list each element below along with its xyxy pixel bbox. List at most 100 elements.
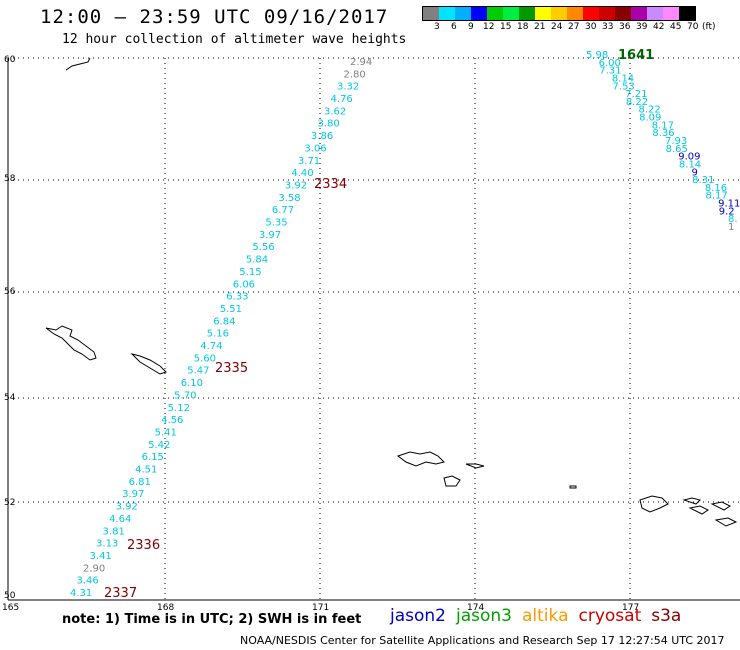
pass-label-2335: 2335 [215,361,248,376]
legend-swatch [679,7,695,20]
wave-height-value: 3.97 [259,230,281,241]
wave-height-value: 7.21 [625,89,647,100]
legend-swatch [567,7,583,20]
wave-height-value: 5.42 [148,440,170,451]
legend-label: 27 [568,22,580,32]
legend-color-bar [422,6,696,21]
wave-height-value: 3.80 [317,119,339,130]
wave-height-value: 2.94 [350,57,372,68]
legend-label: 15 [500,22,512,32]
legend-swatch [663,7,679,20]
wave-height-value: 3.41 [90,551,112,562]
legend-label: 39 [636,22,648,32]
lat-tick-label: 54 [4,393,16,403]
satellite-legend: jason2 jason3 altika cryosat s3a [390,606,691,626]
legend-swatch [439,7,455,20]
wave-track-b: 5.986.007.318.147.537.218.228.228.098.17… [586,50,740,233]
island-medny [130,353,167,375]
legend-label: 33 [602,22,614,32]
lon-tick-labels: 165 168 171 174 177 [2,603,639,613]
wave-height-value: 6.10 [181,378,203,389]
wave-height-value: 3.97 [122,489,144,500]
wave-height-value: 5.84 [246,255,268,266]
wave-height-value: 2.80 [343,69,365,80]
wave-height-value: 6.00 [599,58,621,69]
wave-height-value: 6.77 [272,205,294,216]
wave-height-value: 8.36 [652,128,674,139]
color-legend: 3 6 9 12 15 18 21 24 27 30 33 36 39 42 45 70 (ft) [422,6,716,32]
lon-tick-label: 177 [622,603,639,613]
longitude-gridlines [164,58,631,600]
legend-label: 42 [653,22,665,32]
wave-height-value: 7.93 [665,136,687,147]
legend-label: 12 [483,22,495,32]
wave-track-a: 2.942.80 3.324.763.62 3.803.863.06 3.714.40… [70,57,372,599]
wave-height-value: 8.14 [612,73,634,84]
wave-height-value: 6.84 [213,316,235,327]
legend-label: 3 [434,22,440,32]
legend-label: 36 [619,22,631,32]
wave-height-value: 4.56 [161,415,183,426]
pass-labels: 2334 2335 2336 2337 1641 [104,48,654,601]
wave-height-value: 3.46 [77,576,99,587]
wave-height-value: 3.71 [298,156,320,167]
wave-height-value: 7.53 [613,81,635,92]
latitude-gridlines [8,57,740,503]
legend-swatch [631,7,647,20]
wave-height-value: 5.16 [207,329,229,340]
wave-height-value: 8.22 [638,105,660,116]
wave-height-value: 7.31 [599,66,621,77]
legend-swatch [471,7,487,20]
island-rat-1 [569,485,577,489]
wave-height-value: 4.51 [135,465,157,476]
legend-swatch [583,7,599,20]
legend-swatch [519,7,535,20]
lon-tick-label: 165 [2,603,19,613]
page-title: 12:00 — 23:59 UTC 09/16/2017 [40,6,389,28]
lon-tick-label: 171 [312,603,329,613]
satellite-label: cryosat [578,606,642,626]
island-rat-6 [714,517,738,527]
wave-height-value: 3.92 [285,180,307,191]
wave-height-value: 6.15 [142,452,164,463]
lat-tick-label: 56 [4,287,16,297]
legend-swatch [599,7,615,20]
wave-height-value: 3.92 [116,502,138,513]
wave-height-value: 9.2 [719,206,735,217]
lat-tick-labels: 60 58 56 54 52 50 [4,55,16,601]
legend-swatch [423,7,439,20]
wave-height-value: 3.86 [311,131,333,142]
legend-label: 70 [687,22,699,32]
wave-height-value: 5.41 [155,427,177,438]
legend-swatch [487,7,503,20]
wave-height-value: 9.09 [678,152,700,163]
wave-height-value: 3.81 [103,526,125,537]
legend-label: 18 [517,22,529,32]
satellite-label: altika [522,606,569,626]
wave-height-value: 4.64 [109,514,131,525]
wave-height-value: 8.17 [705,191,727,202]
wave-height-value: 5.35 [265,218,287,229]
wave-height-value: 3.62 [324,106,346,117]
legend-label: 45 [670,22,682,32]
wave-height-value: 3.13 [96,539,118,550]
lat-tick-label: 58 [4,174,16,184]
lon-tick-label: 168 [157,603,174,613]
pass-label-1641: 1641 [618,48,654,63]
island-agattu [465,463,485,469]
island-rat-5 [710,501,731,511]
wave-height-value: 2.90 [83,563,105,574]
satellite-label: s3a [651,606,682,626]
page-subtitle: 12 hour collection of altimeter wave hei… [62,32,407,47]
legend-label: 24 [551,22,563,32]
wave-height-value: 3.06 [304,143,326,154]
lat-tick-label: 50 [4,591,16,601]
wave-height-value: 9.11 [718,199,740,210]
footer-credit: NOAA/NESDIS Center for Satellite Applica… [240,634,725,647]
wave-height-value: 5.60 [194,353,216,364]
legend-label: (ft) [702,22,716,32]
legend-label: 30 [585,22,597,32]
coastlines [45,57,738,527]
wave-height-value: 8.22 [626,97,648,108]
